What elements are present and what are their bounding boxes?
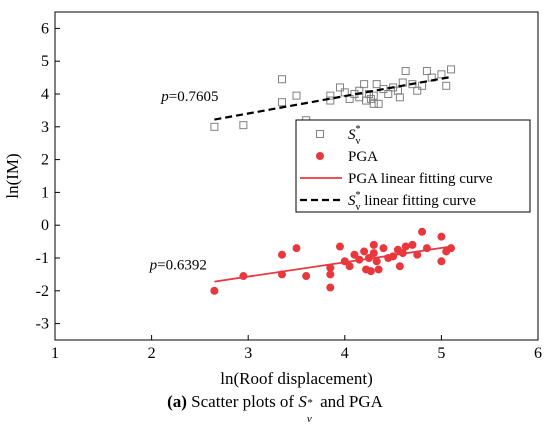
y-tick-label: 4 [41, 86, 49, 103]
pga-point [335, 242, 344, 251]
sv-point [374, 99, 383, 108]
pga-point [374, 265, 383, 274]
sv-point [364, 90, 373, 98]
pga-point [369, 249, 378, 258]
pga-point [278, 250, 287, 259]
legend-sv-fit-label: S* v linear fitting curve [348, 190, 476, 213]
caption-var-sub: v [306, 413, 312, 425]
pga-point [350, 250, 359, 259]
pga-point [302, 272, 311, 281]
y-tick-label: 6 [41, 20, 49, 37]
sv-point [418, 81, 427, 90]
sv-point [447, 65, 456, 74]
caption-label: (a) [167, 392, 187, 411]
y-tick-label: 1 [41, 184, 49, 201]
pga-correlation-annotation: p=0.6392 [149, 257, 207, 273]
legend-sv-marker [316, 130, 324, 138]
legend-box [295, 119, 531, 213]
figure-caption: (a) Scatter plots of S * v and PGA [0, 392, 550, 425]
legend-pga-marker [316, 152, 324, 160]
sv-point [369, 91, 378, 100]
sv-point [292, 91, 301, 100]
x-tick-label: 3 [244, 345, 252, 362]
caption-var-sup: * [306, 397, 313, 409]
pga-point [292, 244, 301, 253]
sv-point [401, 67, 410, 76]
legend-pga-label: PGA [348, 149, 378, 165]
sv-correlation-annotation: p=0.7605 [160, 89, 218, 105]
sv-point [278, 75, 287, 84]
pga-point [379, 244, 388, 253]
y-tick-label: 5 [41, 53, 49, 70]
x-tick-label: 6 [534, 345, 542, 362]
pga-point [210, 286, 219, 295]
scatter-chart: 1 2 3 4 5 6 -3 -2 -1 0 1 2 3 4 5 6 ln(Roof displacement)… [3, 11, 542, 388]
sv-point [239, 121, 248, 130]
sv-point [437, 70, 446, 79]
plot-frame [54, 11, 539, 341]
pga-point [437, 232, 446, 241]
y-tick-label: 0 [41, 217, 49, 234]
y-axis-label: ln(IM) [3, 153, 22, 198]
sv-point [395, 93, 404, 102]
sv-point [372, 80, 381, 89]
x-tick-label: 4 [341, 345, 349, 362]
pga-point [326, 270, 335, 279]
x-tick-label: 5 [437, 345, 445, 362]
pga-point [395, 262, 404, 271]
caption-text-pre: Scatter plots of [186, 392, 299, 411]
x-tick-label: 2 [148, 345, 156, 362]
sv-point [335, 83, 344, 92]
sv-point [413, 86, 422, 95]
y-tick-label: 3 [41, 119, 49, 136]
sv-point [326, 96, 335, 105]
pga-point [326, 283, 335, 292]
sv-point [422, 67, 431, 76]
pga-point [326, 263, 335, 272]
pga-point [366, 267, 375, 276]
y-tick-label: 2 [41, 152, 49, 169]
sv-point [326, 91, 335, 100]
caption-var: S * v [298, 392, 316, 425]
pga-point [345, 262, 354, 271]
caption-var-base: S [298, 392, 307, 411]
x-axis-label: ln(Roof displacement) [220, 369, 373, 388]
y-tick-label: -2 [36, 283, 49, 300]
sv-point [369, 99, 378, 108]
y-tick-label: -3 [36, 316, 49, 333]
sv-point [360, 80, 369, 89]
legend-pga-fit-label: PGA linear fitting curve [348, 171, 493, 187]
sv-point [278, 98, 287, 107]
sv-fit-line [214, 75, 452, 121]
pga-point [408, 240, 417, 249]
sv-point [362, 96, 371, 105]
pga-point [372, 257, 381, 266]
sv-point [210, 122, 219, 131]
legend-sv-label: S* v [348, 124, 361, 147]
pga-point [437, 257, 446, 266]
pga-point [369, 240, 378, 249]
pga-point [401, 242, 410, 251]
caption-text-post: and PGA [315, 392, 383, 411]
sv-point [384, 90, 393, 98]
y-tick-label: -1 [36, 250, 49, 267]
pga-point [447, 244, 456, 253]
x-tick-label: 1 [51, 345, 59, 362]
pga-point [418, 227, 427, 236]
sv-point [442, 81, 451, 90]
pga-point [360, 247, 369, 256]
pga-fit-line [214, 245, 452, 283]
